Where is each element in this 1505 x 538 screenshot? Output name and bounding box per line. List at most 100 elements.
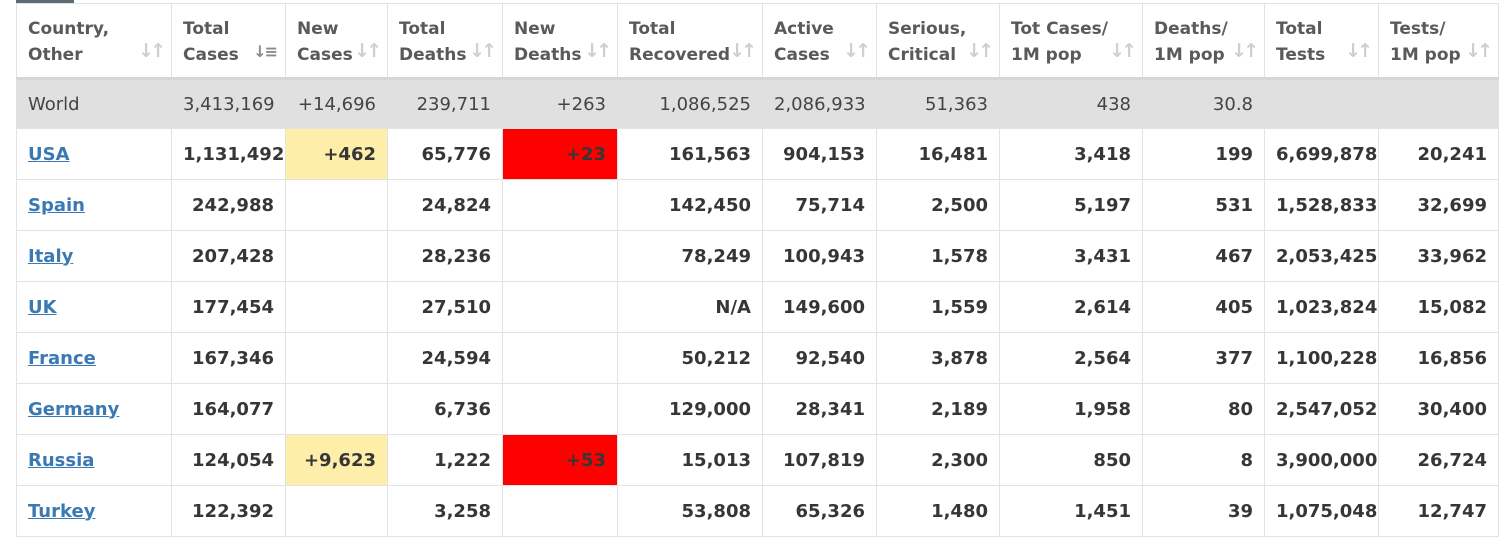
column-header-total-deaths[interactable]: Total Deaths ↓↑ [387,3,503,80]
cell-new-cases: +9,623 [285,434,388,486]
cell-deaths-per-1m: 199 [1142,128,1265,180]
table-row: Spain 242,988 24,824 142,450 75,714 2,500 5,19… [16,179,1499,231]
country-link[interactable]: USA [28,143,70,165]
cell-country: Spain [16,179,172,231]
cell-serious-critical: 16,481 [876,128,1000,180]
cell-deaths-per-1m: 531 [1142,179,1265,231]
column-header-new-deaths[interactable]: New Deaths ↓↑ [502,3,618,80]
country-link[interactable]: UK [28,296,57,318]
country-link[interactable]: Germany [28,398,120,420]
sort-arrows-icon[interactable]: ↓↑ [1109,40,1137,62]
world-cell-tot-cases-per-1m: 438 [999,78,1143,129]
cell-total-cases: 124,054 [171,434,286,486]
sort-arrows-icon[interactable]: ↓↑ [729,40,757,62]
cell-new-deaths: +23 [502,128,618,180]
sort-arrows-icon[interactable]: ↓↑ [138,40,166,62]
cell-active-cases: 149,600 [762,281,877,333]
cell-new-cases [285,332,388,384]
cell-deaths-per-1m: 377 [1142,332,1265,384]
cell-country: Italy [16,230,172,282]
table-row: Italy 207,428 28,236 78,249 100,943 1,578 3,43… [16,230,1499,282]
column-header-label: Country, Other [28,19,110,65]
world-cell-total-cases: 3,413,169 [171,78,286,129]
cell-total-recovered: 129,000 [617,383,763,435]
cell-total-cases: 1,131,492 [171,128,286,180]
cell-serious-critical: 1,480 [876,485,1000,537]
column-header-total-cases[interactable]: Total Cases ↓≡ [171,3,286,80]
cell-new-cases [285,230,388,282]
sort-desc-icon[interactable]: ↓≡ [253,42,278,61]
cell-total-deaths: 24,824 [387,179,503,231]
world-cell-country: World [16,78,172,129]
cell-active-cases: 100,943 [762,230,877,282]
cell-new-deaths: +53 [502,434,618,486]
column-header-total-tests[interactable]: Total Tests ↓↑ [1264,3,1379,80]
country-link[interactable]: France [28,347,96,369]
cell-total-tests: 1,528,833 [1264,179,1379,231]
table-row: USA 1,131,492 +462 65,776 +23 161,563 904,153 1… [16,128,1499,180]
cell-tests-per-1m: 26,724 [1378,434,1499,486]
cell-country: Turkey [16,485,172,537]
cell-active-cases: 28,341 [762,383,877,435]
active-tab-indicator [16,0,74,3]
column-header-active-cases[interactable]: Active Cases ↓↑ [762,3,877,80]
cell-deaths-per-1m: 39 [1142,485,1265,537]
column-header-new-cases[interactable]: New Cases ↓↑ [285,3,388,80]
sort-arrows-icon[interactable]: ↓↑ [584,40,612,62]
cell-total-deaths: 6,736 [387,383,503,435]
sort-arrows-icon[interactable]: ↓↑ [1231,40,1259,62]
column-header-tests-per-1m[interactable]: Tests/ 1M pop ↓↑ [1378,3,1499,80]
sort-arrows-icon[interactable]: ↓↑ [843,40,871,62]
cell-country: UK [16,281,172,333]
header-row: Country, Other ↓↑ Total Cases ↓≡ New Cases ↓↑… [16,3,1499,80]
cell-tot-cases-per-1m: 5,197 [999,179,1143,231]
world-cell-total-deaths: 239,711 [387,78,503,129]
world-total-row: World 3,413,169 +14,696 239,711 +263 1,086,52… [16,78,1499,129]
cell-active-cases: 92,540 [762,332,877,384]
cell-new-cases [285,281,388,333]
cell-total-cases: 177,454 [171,281,286,333]
cell-serious-critical: 1,578 [876,230,1000,282]
cell-tot-cases-per-1m: 2,614 [999,281,1143,333]
cell-deaths-per-1m: 8 [1142,434,1265,486]
column-header-total-recovered[interactable]: Total Recovered ↓↑ [617,3,763,80]
cell-serious-critical: 2,500 [876,179,1000,231]
table-row: France 167,346 24,594 50,212 92,540 3,878 2,56… [16,332,1499,384]
country-link[interactable]: Russia [28,449,95,471]
cell-total-cases: 242,988 [171,179,286,231]
column-header-label: Tot Cases/ 1M pop [1011,19,1108,65]
column-header-country[interactable]: Country, Other ↓↑ [16,3,172,80]
country-link[interactable]: Spain [28,194,85,216]
column-header-deaths-per-1m[interactable]: Deaths/ 1M pop ↓↑ [1142,3,1265,80]
sort-arrows-icon[interactable]: ↓↑ [966,40,994,62]
sort-arrows-icon[interactable]: ↓↑ [469,40,497,62]
column-header-label: Tests/ 1M pop [1390,19,1461,65]
cell-tot-cases-per-1m: 3,431 [999,230,1143,282]
cell-new-deaths [502,179,618,231]
column-header-label: Serious, Critical [888,19,967,65]
cell-new-deaths [502,485,618,537]
cell-country: Germany [16,383,172,435]
cell-total-deaths: 24,594 [387,332,503,384]
sort-arrows-icon[interactable]: ↓↑ [354,40,382,62]
cell-country: Russia [16,434,172,486]
cell-tot-cases-per-1m: 2,564 [999,332,1143,384]
cell-tot-cases-per-1m: 1,958 [999,383,1143,435]
sort-arrows-icon[interactable]: ↓↑ [1345,40,1373,62]
country-link[interactable]: Turkey [28,500,96,522]
cell-new-deaths [502,383,618,435]
column-header-label: Total Tests [1276,19,1326,65]
country-link[interactable]: Italy [28,245,74,267]
column-header-label: Active Cases [774,19,834,65]
column-header-tot-cases-per-1m[interactable]: Tot Cases/ 1M pop ↓↑ [999,3,1143,80]
cell-tests-per-1m: 15,082 [1378,281,1499,333]
cell-total-recovered: 53,808 [617,485,763,537]
cell-total-tests: 1,075,048 [1264,485,1379,537]
column-header-serious-critical[interactable]: Serious, Critical ↓↑ [876,3,1000,80]
cell-total-recovered: 142,450 [617,179,763,231]
cell-new-cases [285,485,388,537]
cell-tot-cases-per-1m: 1,451 [999,485,1143,537]
cell-total-cases: 122,392 [171,485,286,537]
cell-total-tests: 1,100,228 [1264,332,1379,384]
sort-arrows-icon[interactable]: ↓↑ [1465,40,1493,62]
